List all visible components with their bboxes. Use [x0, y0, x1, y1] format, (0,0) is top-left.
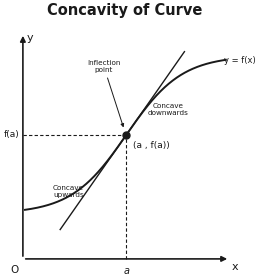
Title: Concavity of Curve: Concavity of Curve — [47, 3, 202, 18]
Text: Concave
upwards: Concave upwards — [53, 185, 84, 198]
Text: (a , f(a)): (a , f(a)) — [133, 141, 170, 150]
Text: Concave
downwards: Concave downwards — [147, 103, 188, 116]
Text: Inflection
point: Inflection point — [87, 60, 124, 127]
Text: x: x — [232, 262, 239, 272]
Text: O: O — [10, 265, 19, 275]
Text: y = f(x): y = f(x) — [224, 56, 256, 65]
Text: y: y — [26, 33, 33, 43]
Text: f(a): f(a) — [4, 130, 20, 139]
Text: a: a — [124, 266, 129, 276]
